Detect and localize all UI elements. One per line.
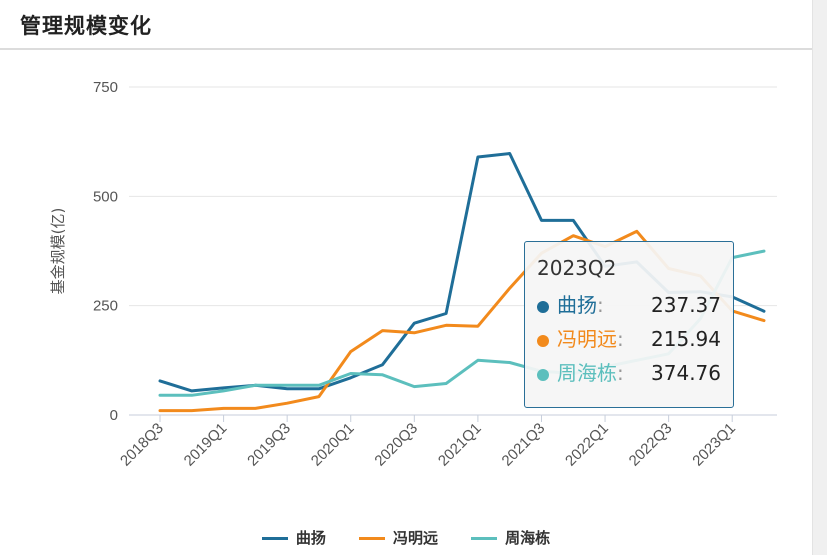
y-tick-label: 0	[110, 407, 118, 424]
chart-legend: 曲扬 冯明远 周海栋	[0, 527, 812, 548]
tooltip-row-quyang: 曲扬: 237.37	[537, 288, 721, 322]
scrollbar[interactable]	[812, 0, 827, 555]
page-title: 管理规模变化	[20, 14, 152, 38]
legend-label: 曲扬	[295, 529, 326, 547]
tooltip-row-fengmingyuan: 冯明远: 215.94	[537, 322, 721, 356]
x-tick-label: 2019Q3	[244, 420, 294, 470]
x-tick-label: 2021Q3	[499, 420, 549, 470]
x-tick-label: 2019Q1	[181, 420, 231, 470]
x-tick-label: 2023Q1	[689, 420, 739, 470]
tooltip-title: 2023Q2	[537, 256, 617, 280]
y-tick-label: 500	[93, 188, 118, 205]
legend-label: 冯明远	[392, 529, 438, 547]
y-axis-label: 基金规模(亿)	[49, 208, 67, 295]
legend-swatch	[471, 537, 498, 540]
legend-swatch	[261, 537, 288, 540]
tooltip-series-name: 冯明远	[557, 327, 617, 351]
legend-item-fengmingyuan[interactable]: 冯明远	[358, 527, 438, 548]
x-tick-label: 2020Q3	[371, 420, 421, 470]
legend-item-zhouhaidong[interactable]: 周海栋	[471, 527, 550, 548]
chart-tooltip: 2023Q2 曲扬: 237.37 冯明远: 215.94 周海栋: 374.7…	[524, 241, 734, 408]
tooltip-value: 374.76	[651, 361, 721, 385]
tooltip-series-name: 曲扬	[557, 293, 597, 317]
series-dot	[537, 334, 549, 347]
x-tick-label: 2020Q1	[308, 420, 358, 470]
x-tick-label: 2022Q1	[562, 420, 612, 470]
legend-label: 周海栋	[505, 529, 551, 547]
y-tick-label: 750	[93, 79, 118, 96]
x-tick-label: 2022Q3	[626, 420, 676, 470]
tooltip-row-zhouhaidong: 周海栋: 374.76	[537, 356, 721, 390]
tooltip-value: 237.37	[651, 293, 721, 317]
legend-swatch	[358, 537, 385, 540]
tooltip-series-name: 周海栋	[557, 361, 617, 385]
y-tick-label: 250	[93, 298, 118, 315]
card-header: 管理规模变化	[0, 0, 812, 50]
tooltip-value: 215.94	[651, 327, 721, 351]
legend-item-quyang[interactable]: 曲扬	[261, 527, 326, 548]
series-dot	[537, 300, 549, 313]
series-dot	[537, 368, 549, 381]
x-tick-label: 2021Q1	[435, 420, 485, 470]
x-tick-label: 2018Q3	[117, 420, 167, 470]
